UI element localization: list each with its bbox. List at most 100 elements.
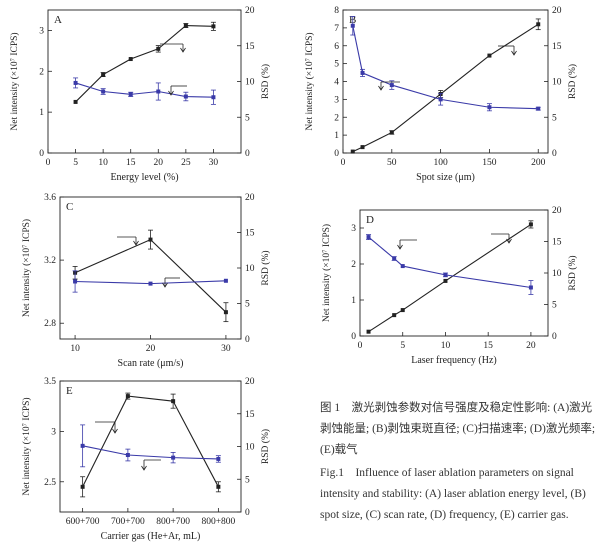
panel-a-label: A	[54, 14, 62, 26]
panel-b-y2tick-label: 0	[552, 149, 557, 159]
panel-b-ytick-label: 0	[334, 149, 339, 159]
panel-c-xtick-label: 30	[221, 344, 231, 354]
panel-a-xtick-label: 25	[181, 158, 191, 168]
panel-a-arrow-head	[180, 47, 186, 53]
panel-d-frame	[359, 209, 549, 337]
panel-e-series-rsd-line	[82, 445, 219, 460]
panel-e-point-intensity	[171, 399, 176, 404]
panel-b-ytick-label: 2	[334, 113, 339, 123]
panel-e-y2tick-label: 20	[245, 377, 255, 387]
panel-b-xtick-label: 0	[341, 158, 346, 168]
panel-b-series-intensity-line	[352, 23, 539, 153]
panel-e-ylabel: Net intensity (×10⁷ ICPS)	[21, 397, 32, 495]
panel-d-y2label: RSD (%)	[567, 255, 578, 290]
panel-a-y2tick-label: 0	[245, 149, 250, 159]
panel-e-label: E	[66, 385, 73, 397]
panel-b-ytick-label: 4	[334, 78, 339, 88]
panel-e-xtick-label: 700+700	[111, 517, 145, 527]
panel-b-y2tick-label: 10	[552, 78, 562, 88]
panel-c-ytick-label: 3.6	[44, 193, 56, 203]
panel-a-y2tick-label: 15	[245, 42, 255, 52]
panel-a-point-rsd	[101, 89, 106, 94]
panel-c-point-rsd	[148, 281, 153, 286]
panel-a-point-rsd	[211, 95, 216, 100]
panel-b-ytick-label: 8	[334, 6, 339, 16]
panel-b-ytick-label: 6	[334, 42, 339, 52]
panel-c-arrow-head	[162, 282, 168, 288]
panel-a-ytick-label: 0	[39, 149, 44, 159]
panel-e-point-intensity	[80, 484, 85, 489]
panel-d-point-intensity	[528, 222, 533, 227]
panel-d-xtick-label: 10	[441, 341, 451, 351]
panel-b-point-intensity	[536, 22, 541, 27]
panel-e-xlabel: Carrier gas (He+Ar, mL)	[101, 531, 201, 542]
panel-b-ylabel: Net intensity (×10⁷ ICPS)	[304, 32, 315, 130]
panel-a-y2tick-label: 10	[245, 78, 255, 88]
panel-e-xtick-label: 800+700	[156, 517, 190, 527]
panel-b-point-rsd	[360, 70, 365, 75]
figure-caption: 图 1 激光剥蚀参数对信号强度及稳定性影响: (A)激光剥蚀能量; (B)剥蚀束…	[320, 398, 596, 528]
panel-a-ytick-label: 1	[39, 108, 44, 118]
panel-d-point-rsd	[400, 264, 405, 269]
panel-d-series-rsd-line	[368, 236, 531, 289]
panel-a-point-rsd	[156, 89, 161, 94]
panel-b-point-rsd	[389, 83, 394, 88]
panel-a-arrow-head	[168, 90, 174, 96]
panel-d-point-intensity	[443, 278, 448, 283]
panel-b-xtick-label: 100	[433, 158, 448, 168]
panel-e-point-rsd	[216, 456, 221, 461]
panel-e-y2tick-label: 5	[245, 475, 250, 485]
panel-c-ylabel: Net intensity (×10⁷ ICPS)	[21, 219, 32, 317]
panel-e-point-intensity	[216, 484, 221, 489]
panel-b-point-intensity	[389, 130, 394, 135]
panel-c-arrow-head	[133, 240, 139, 246]
panel-b-point-intensity	[360, 145, 365, 150]
panel-d-arrow-head	[397, 244, 403, 250]
panel-c-ytick-label: 2.8	[44, 319, 56, 329]
panel-b-xtick-label: 200	[531, 158, 546, 168]
panel-a-xtick-label: 10	[98, 158, 108, 168]
panel-a-y2label: RSD (%)	[260, 64, 271, 99]
panel-a-point-intensity	[101, 72, 106, 77]
panel-d-xlabel: Laser frequency (Hz)	[411, 355, 497, 366]
panel-e-point-rsd	[171, 455, 176, 460]
panel-d-ytick-label: 2	[351, 260, 356, 270]
panel-c-ytick-label: 3.2	[44, 256, 56, 266]
panel-a-ytick-label: 2	[39, 67, 44, 77]
panel-d-point-rsd	[392, 256, 397, 261]
panel-d-ytick-label: 1	[351, 296, 356, 306]
panel-c-xtick-label: 10	[70, 344, 80, 354]
panel-d-y2tick-label: 0	[552, 332, 557, 342]
panel-d-y2tick-label: 10	[552, 269, 562, 279]
panel-c-point-intensity	[223, 310, 228, 315]
panel-e-point-rsd	[125, 453, 130, 458]
panel-e-y2tick-label: 0	[245, 508, 250, 518]
panel-c-y2tick-label: 20	[245, 193, 255, 203]
panel-b-arrow-head	[378, 85, 384, 91]
panel-d-xtick-label: 15	[483, 341, 493, 351]
panel-c-y2tick-label: 0	[245, 335, 250, 345]
panel-e-xtick-label: 800+800	[201, 517, 235, 527]
panel-b-point-rsd	[487, 105, 492, 110]
panel-d-point-intensity	[366, 329, 371, 334]
panel-a-point-intensity	[156, 46, 161, 51]
panel-a-xtick-label: 30	[209, 158, 219, 168]
panel-a-ylabel: Net intensity (×10⁷ ICPS)	[9, 32, 20, 130]
panel-c-label: C	[66, 201, 73, 213]
panel-a-xtick-label: 15	[126, 158, 136, 168]
panel-b-point-intensity	[487, 53, 492, 58]
panel-d-xtick-label: 5	[400, 341, 405, 351]
panel-b-point-intensity	[350, 149, 355, 154]
panel-a-point-intensity	[211, 24, 216, 29]
panel-e-series-intensity-line	[82, 395, 219, 488]
panel-d-point-intensity	[392, 313, 397, 318]
panel-a-y2tick-label: 20	[245, 6, 255, 16]
panel-a-point-intensity	[73, 99, 78, 104]
panel-a-point-rsd	[183, 94, 188, 99]
panel-d-ytick-label: 3	[351, 224, 356, 234]
panel-b-ytick-label: 3	[334, 95, 339, 105]
panel-d-point-rsd	[528, 285, 533, 290]
panel-c-xtick-label: 20	[146, 344, 156, 354]
panel-a-point-intensity	[183, 23, 188, 28]
panel-b-arrow-head	[511, 50, 517, 56]
